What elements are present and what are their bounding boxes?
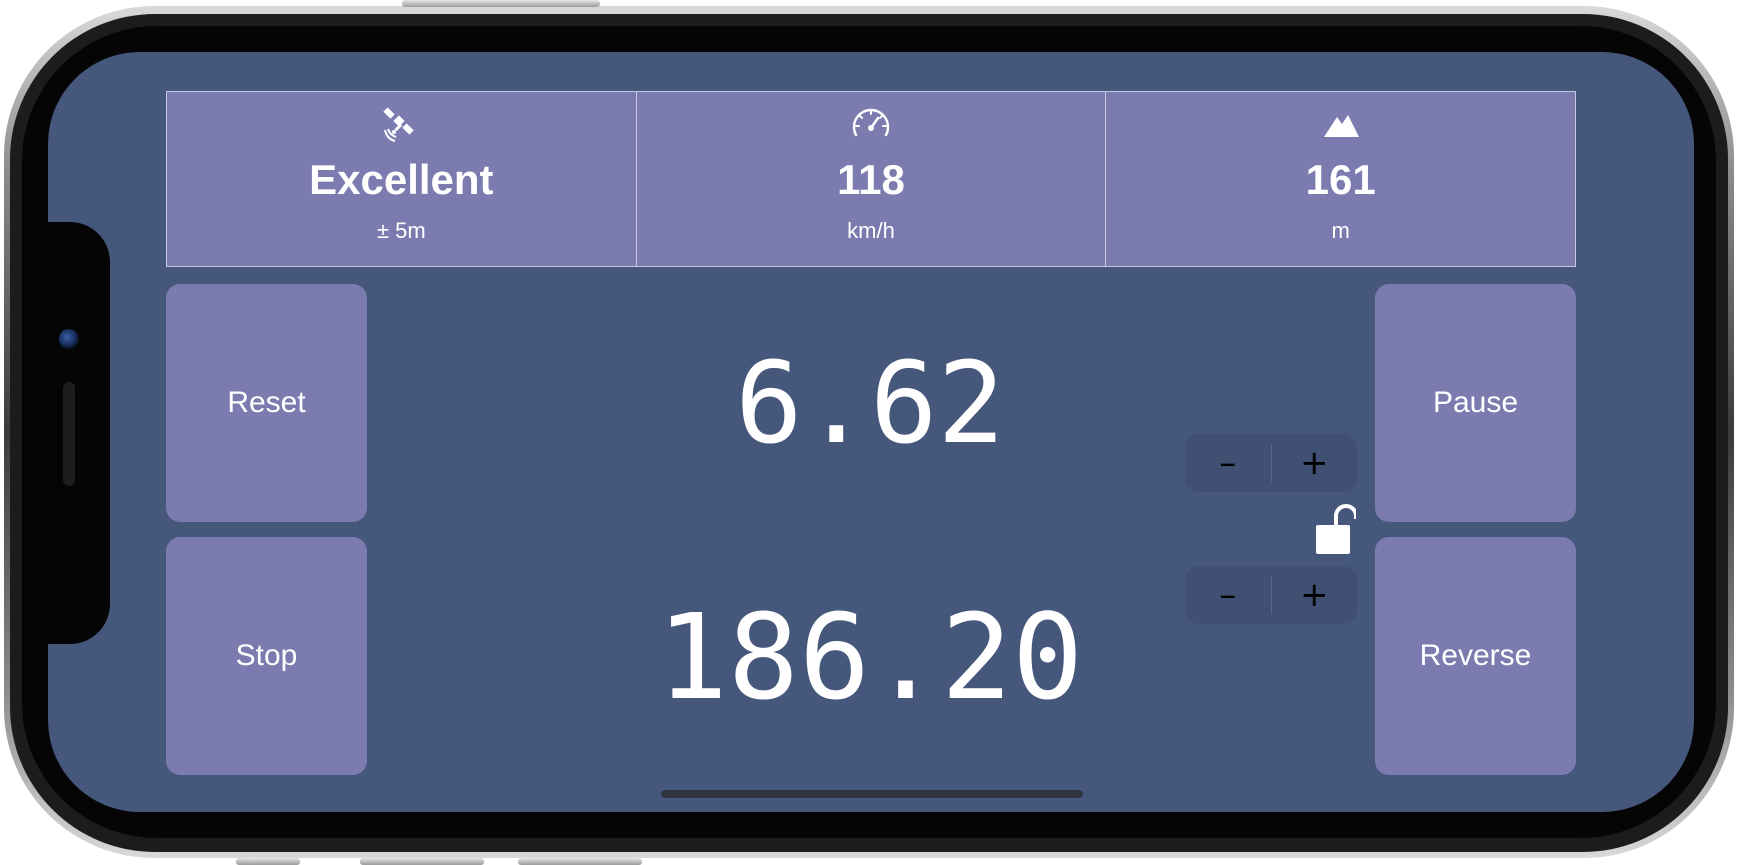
speed-unit: km/h: [847, 218, 895, 243]
partial-increment-button[interactable]: +: [1300, 443, 1329, 483]
stats-bar: Excellent ± 5m 118 km/h: [166, 91, 1576, 267]
volume-up-button: [360, 858, 484, 865]
stop-button[interactable]: Stop: [166, 537, 367, 775]
reverse-button[interactable]: Reverse: [1375, 537, 1576, 775]
mute-switch: [236, 858, 300, 865]
gps-accuracy-tile: Excellent ± 5m: [167, 92, 637, 266]
partial-distance-readout[interactable]: 6.62: [735, 339, 1005, 469]
total-increment-button[interactable]: +: [1300, 575, 1329, 615]
front-camera: [59, 329, 79, 349]
total-distance-readout[interactable]: 186.20: [656, 588, 1084, 726]
pause-button[interactable]: Pause: [1375, 284, 1576, 522]
total-decrement-button[interactable]: –: [1219, 575, 1237, 615]
sensor-notch: [48, 222, 110, 644]
satellite-icon: [383, 107, 414, 142]
altitude-value: 161: [1305, 156, 1376, 203]
home-indicator[interactable]: [661, 790, 1083, 798]
partial-distance-stepper: – +: [1185, 434, 1357, 492]
gps-accuracy-unit: ± 5m: [376, 218, 426, 243]
gps-quality-value: Excellent: [309, 156, 494, 203]
stepper-divider: [1270, 576, 1272, 614]
mountain-icon: [1323, 115, 1359, 137]
partial-decrement-button[interactable]: –: [1219, 443, 1237, 483]
reset-button[interactable]: Reset: [166, 284, 367, 522]
speedometer-icon: [852, 108, 890, 137]
altitude-unit: m: [1331, 218, 1350, 243]
total-distance-stepper: – +: [1185, 566, 1357, 624]
speed-value: 118: [837, 156, 905, 203]
unlocked-padlock-icon[interactable]: [1316, 503, 1356, 555]
volume-down-button: [518, 858, 642, 865]
speed-tile: 118 km/h: [636, 92, 1107, 266]
stepper-divider: [1270, 444, 1272, 482]
volume-button-top: [402, 0, 600, 7]
earpiece-speaker: [63, 382, 75, 486]
altitude-tile: 161 m: [1106, 92, 1576, 266]
